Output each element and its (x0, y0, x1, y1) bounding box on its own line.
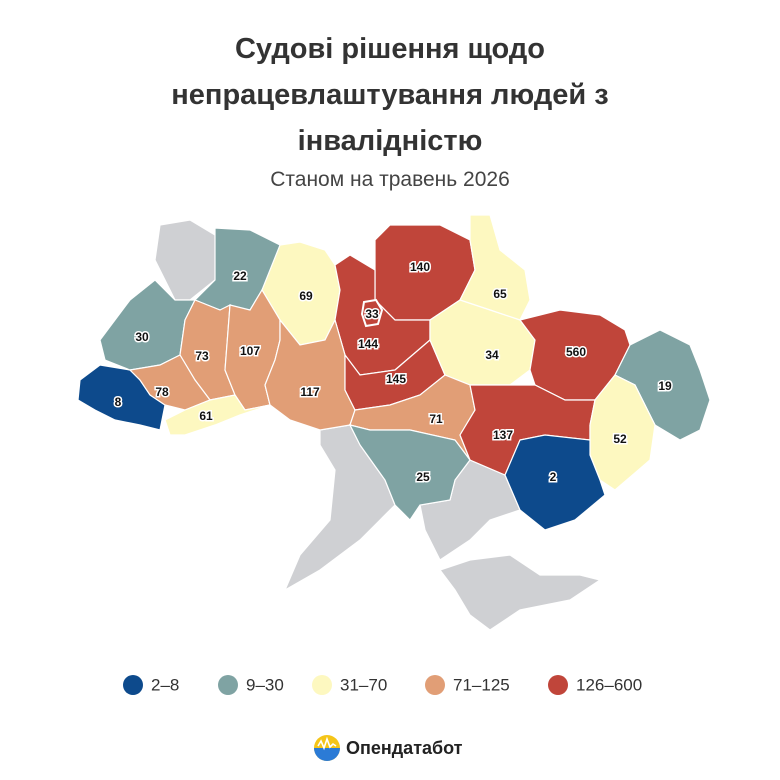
legend: 2–8 9–30 31–70 71–125 126–600 (123, 675, 642, 695)
value-label: 65 (493, 287, 507, 301)
value-label: 61 (199, 409, 213, 423)
regions (77, 214, 711, 531)
title: Судові рішення щодо непрацевлаштування л… (171, 33, 609, 157)
value-label: 117 (300, 385, 320, 399)
value-label: 19 (658, 379, 672, 393)
value-label: 34 (485, 348, 499, 362)
value-label: 140 (410, 260, 430, 274)
no-data-regions (154, 219, 602, 631)
value-label: 22 (233, 269, 247, 283)
value-label: 137 (493, 428, 513, 442)
legend-label: 9–30 (246, 675, 284, 694)
value-labels: 8 30 22 69 140 65 33 144 73 107 78 61 11… (113, 259, 673, 486)
value-label: 8 (115, 395, 122, 409)
subtitle: Станом на травень 2026 (270, 168, 510, 191)
legend-swatch (123, 675, 143, 695)
legend-label: 2–8 (151, 675, 179, 694)
value-label: 33 (365, 307, 379, 321)
region (77, 364, 166, 431)
brand: Опендатабот (314, 735, 463, 761)
region (164, 394, 271, 436)
value-label: 78 (155, 385, 169, 399)
value-label: 145 (386, 372, 406, 386)
region-no-data (439, 554, 602, 631)
value-label: 69 (299, 289, 313, 303)
value-label: 71 (429, 412, 443, 426)
brand-logo-line (317, 736, 337, 751)
value-label: 144 (358, 337, 378, 351)
region (504, 434, 606, 531)
value-label: 73 (195, 349, 209, 363)
region (348, 424, 471, 521)
region (589, 374, 656, 491)
value-label: 2 (550, 470, 557, 484)
value-label: 25 (416, 470, 430, 484)
legend-swatch (218, 675, 238, 695)
legend-swatch (425, 675, 445, 695)
value-label: 30 (135, 330, 149, 344)
legend-label: 31–70 (340, 675, 387, 694)
value-label: 52 (613, 432, 627, 446)
brand-logo-part (314, 748, 340, 761)
value-label: 107 (240, 344, 260, 358)
brand-name: Опендатабот (346, 738, 463, 758)
legend-label: 126–600 (576, 675, 642, 694)
legend-swatch (548, 675, 568, 695)
legend-swatch (312, 675, 332, 695)
legend-label: 71–125 (453, 675, 510, 694)
region (360, 298, 384, 328)
value-label: 560 (566, 345, 586, 359)
